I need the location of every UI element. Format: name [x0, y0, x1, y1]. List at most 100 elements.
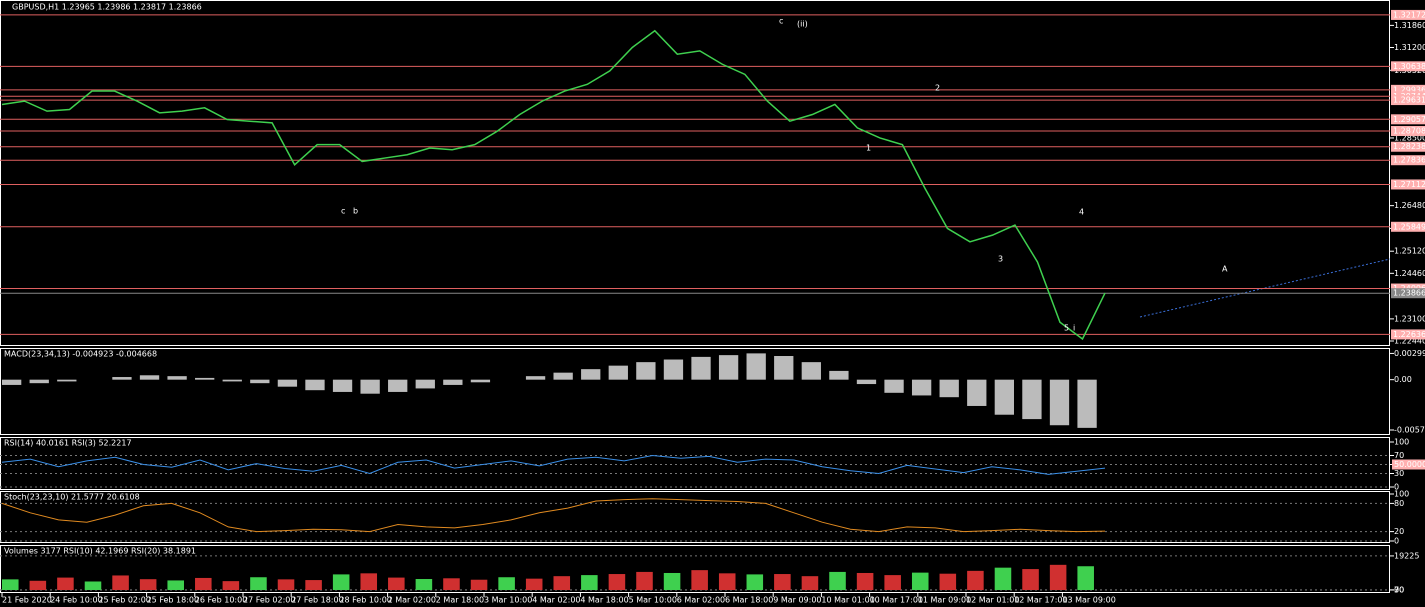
y-tick-label: 0.002995 [1394, 349, 1425, 358]
macd-bar [250, 379, 270, 384]
macd-bar [746, 353, 766, 380]
level-label-box [1391, 95, 1425, 106]
volume-bar [112, 575, 129, 590]
level-label-box [1392, 459, 1425, 470]
macd-bar [636, 362, 656, 380]
volume-bar [167, 580, 184, 590]
volume-bar [691, 570, 708, 590]
volume-bar [332, 574, 350, 590]
volume-bar [1022, 569, 1039, 590]
y-tick-label: 1.24460 [1394, 269, 1425, 278]
level-label: 1.28238 [1393, 142, 1425, 151]
y-tick-label: 0 [1394, 483, 1399, 492]
level-label: 1.22636 [1393, 330, 1425, 339]
volume-bar [222, 581, 240, 590]
macd-bar [2, 379, 22, 385]
volume-bar [608, 574, 626, 590]
y-tick-label: 19225 [1394, 551, 1419, 560]
x-tick-label: 25 Feb 02:00 [98, 596, 150, 605]
volume-bar [29, 580, 47, 590]
wave-label: (ii) [797, 20, 808, 29]
level-label: 1.27836 [1393, 156, 1425, 165]
level-label: 1.29936 [1393, 85, 1425, 94]
x-tick-label: 21 Feb 2020 [2, 596, 52, 605]
volume-bar [939, 573, 957, 590]
y-tick-label: 1.25120 [1394, 247, 1425, 256]
volume-bar [2, 579, 19, 590]
wave-label: A [1222, 265, 1228, 274]
y-tick-label: 0 [1394, 537, 1399, 546]
macd-bar [939, 379, 959, 398]
x-tick-label: 10 Mar 17:00 [870, 596, 923, 605]
macd-bar [553, 372, 573, 380]
level-label-box [1391, 141, 1425, 152]
macd-bar [195, 377, 215, 380]
volume-bar [581, 575, 598, 590]
y-tick-label: 30 [1394, 585, 1404, 594]
wave-label: 3 [998, 255, 1003, 264]
volume-bar [139, 579, 157, 590]
volume-bar [525, 578, 543, 590]
macd-bar [994, 379, 1015, 415]
rsi_pane-line [1, 454, 1106, 475]
wave-label: b [353, 207, 358, 216]
volume-bar [553, 576, 571, 590]
volume-bar [498, 577, 515, 590]
macd-bar [332, 379, 353, 392]
macd-bar [718, 355, 739, 380]
macd-bar [167, 376, 187, 380]
wave-label: 2 [935, 84, 940, 93]
level-label-box [1391, 84, 1425, 95]
x-tick-label: 4 Mar 18:00 [580, 596, 628, 605]
y-tick-label: 80 [1394, 499, 1404, 508]
current-price-box [1391, 288, 1425, 299]
macd-bar [1077, 379, 1097, 428]
x-tick-label: 6 Mar 18:00 [725, 596, 773, 605]
macd-bar [856, 379, 877, 385]
macd-bar [801, 362, 821, 380]
x-tick-label: 2 Mar 02:00 [388, 596, 436, 605]
level-label-box [1391, 221, 1425, 232]
macd-bar [829, 370, 849, 380]
volume-bar [884, 575, 901, 590]
macd-bar [277, 379, 298, 387]
x-tick-label: 10 Mar 01:00 [821, 596, 874, 605]
volume-bar [305, 580, 322, 590]
volume-bar [967, 570, 984, 590]
volume-bar [911, 572, 929, 590]
level-label-box [1391, 155, 1425, 166]
x-tick-label: 4 Mar 02:00 [532, 596, 580, 605]
macd-bar [443, 379, 463, 385]
volume-bar [774, 574, 791, 590]
y-tick-label: 1.26480 [1394, 201, 1425, 210]
volume-bar [57, 577, 74, 590]
volume-bar [663, 572, 681, 590]
macd-bar [967, 379, 987, 406]
current-price-label: 1.23866 [1393, 289, 1425, 298]
y-tick-label: 70 [1394, 451, 1404, 460]
level-label-box [1391, 125, 1425, 136]
volume-bar [388, 577, 405, 590]
macd-bar [581, 369, 601, 380]
x-tick-label: 11 Mar 09:00 [918, 596, 971, 605]
volume-bar [1077, 566, 1094, 590]
level-label-box [1391, 9, 1425, 20]
y-tick-label: 70 [1394, 585, 1404, 594]
y-tick-label: 1.31860 [1394, 21, 1425, 30]
macd-bar [470, 379, 491, 383]
x-tick-label: 26 Feb 10:00 [195, 596, 247, 605]
macd-bar [112, 377, 132, 380]
pane-title: Volumes 3177 RSI(10) 42.1969 RSI(20) 38.… [4, 547, 196, 556]
pane-title: GBPUSD,H1 1.23965 1.23986 1.23817 1.2386… [12, 3, 202, 12]
level-label-box [1391, 61, 1425, 72]
macd-bar [884, 379, 904, 393]
y-tick-label: 30 [1394, 469, 1404, 478]
wave-label: c [779, 17, 783, 26]
x-tick-label: 24 Feb 10:00 [50, 596, 102, 605]
macd-bar [305, 379, 325, 391]
volume-bar [360, 573, 378, 590]
level-label-box [1391, 114, 1425, 125]
y-tick-label: 1.22440 [1394, 337, 1425, 346]
